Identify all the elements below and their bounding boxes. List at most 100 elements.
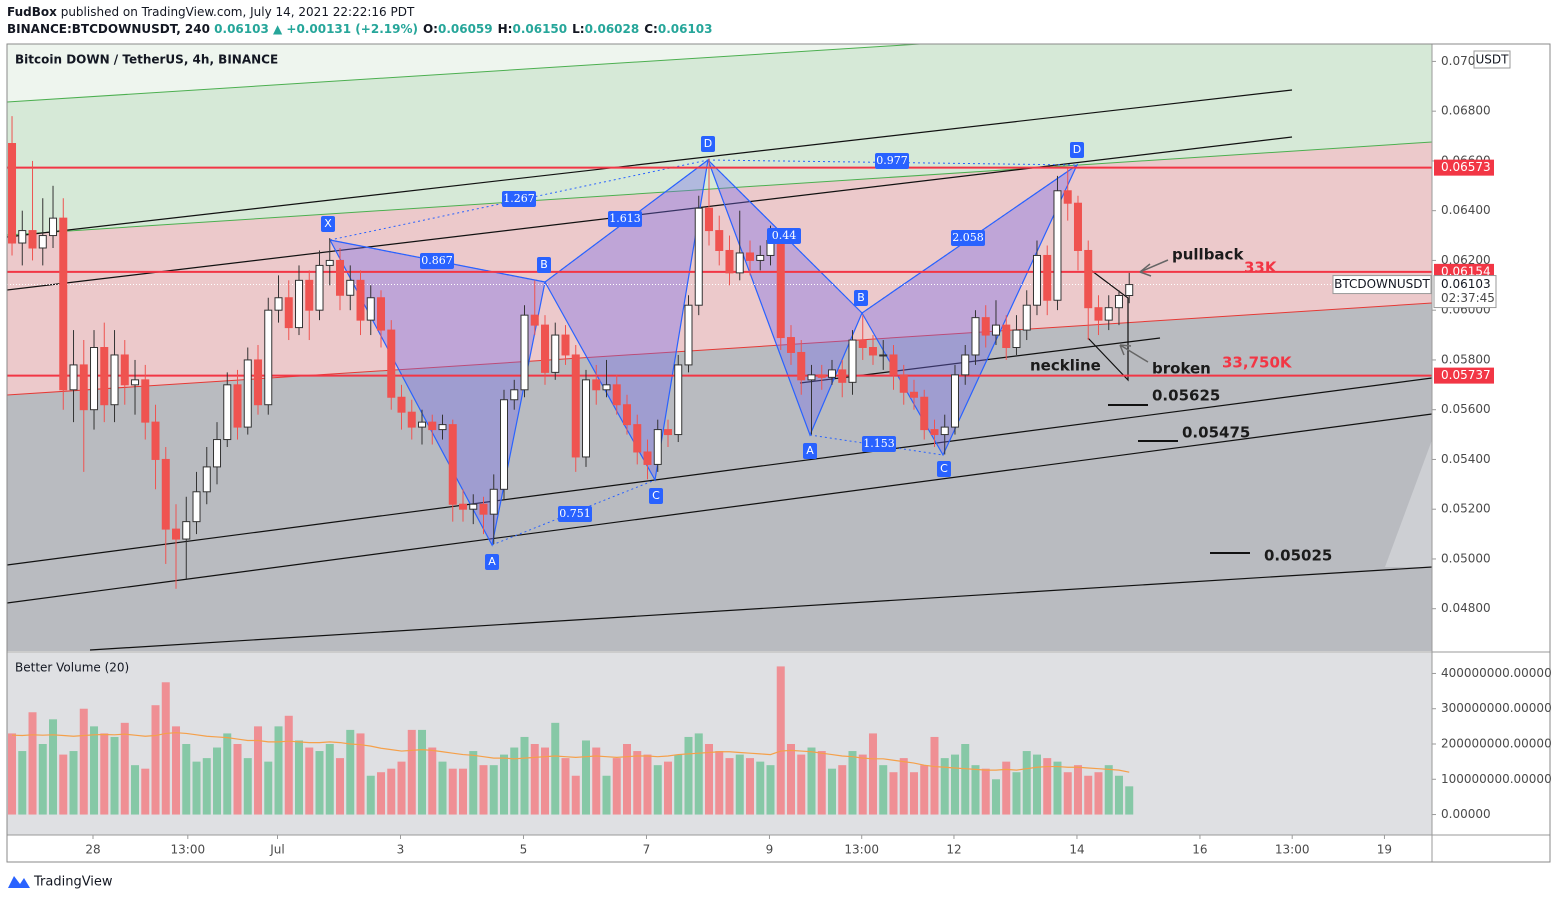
candle-body — [264, 309, 273, 406]
volume-bar — [643, 754, 652, 815]
volume-bar — [28, 712, 37, 815]
volume-bar — [827, 768, 836, 815]
arrows — [1119, 259, 1169, 363]
candle-body — [141, 379, 150, 423]
point-box — [537, 257, 551, 273]
volume-bar — [950, 754, 959, 815]
candle-body — [674, 364, 683, 436]
candle-body — [981, 317, 990, 336]
candle-body — [530, 314, 539, 326]
annotation: neckline — [1030, 357, 1101, 375]
point-label: C — [940, 462, 948, 475]
candle-body — [909, 391, 918, 398]
point-box — [854, 290, 868, 306]
candle-body — [694, 207, 703, 306]
candle-body — [202, 466, 211, 493]
annotation: pullback — [1172, 246, 1244, 264]
volume-bar — [161, 682, 170, 815]
volume-bar — [418, 729, 427, 815]
level-label: 0.05737 — [1441, 368, 1491, 382]
field-key: L: — [572, 22, 584, 36]
candle-body — [950, 374, 959, 428]
candle-body — [192, 491, 201, 523]
candle-body — [500, 399, 509, 490]
volume-bar — [530, 744, 539, 815]
candle-body — [520, 314, 529, 391]
candle-body — [827, 369, 836, 378]
volume-bar — [786, 744, 795, 815]
volume-bar — [325, 744, 334, 815]
candle-body — [858, 339, 867, 349]
candle-body — [735, 252, 744, 274]
volume-bar — [725, 758, 734, 815]
annotation: 0.05625 — [1152, 387, 1220, 405]
chart-title: Bitcoin DOWN / TetherUS, 4h, BINANCE — [15, 53, 278, 67]
x-tick-label: 16 — [1192, 843, 1207, 857]
candle-body — [633, 424, 642, 453]
volume-ma — [12, 732, 1130, 773]
volume-bar — [551, 722, 560, 815]
volume-bar — [59, 754, 68, 815]
x-tick-label: 13:00 — [1275, 843, 1310, 857]
candle-body — [90, 347, 99, 411]
annotation: 33K — [1244, 259, 1278, 277]
candle-body — [100, 347, 109, 406]
volume-bar — [602, 775, 611, 815]
volume-bar — [694, 733, 703, 815]
volume-bar — [909, 772, 918, 815]
candle-body — [387, 329, 396, 398]
volume-bar — [172, 726, 181, 815]
candle-body — [1125, 284, 1134, 297]
annotation: broken — [1152, 360, 1211, 378]
volume-bar — [899, 758, 908, 815]
candle-body — [776, 240, 785, 339]
y-tick-label: 0.05800 — [1441, 352, 1491, 366]
countdown: 02:37:45 — [1441, 291, 1495, 305]
candle-body — [1114, 295, 1123, 309]
candle-body — [182, 521, 191, 540]
candle-body — [18, 230, 27, 244]
volume-bar — [151, 705, 160, 815]
point-label: D — [1073, 143, 1081, 156]
ratio-label: 0.751 — [559, 507, 591, 520]
volume-bar — [100, 733, 109, 815]
footer: TradingView — [33, 875, 113, 890]
volume-bar — [817, 751, 826, 815]
candle-body — [295, 279, 304, 329]
candle-body — [438, 424, 447, 431]
volume-bar — [315, 751, 324, 815]
level-label: 0.06154 — [1441, 264, 1491, 278]
volume-bar — [438, 761, 447, 815]
volume-bar — [397, 761, 406, 815]
volume-bar — [571, 775, 580, 815]
candle-body — [592, 379, 601, 391]
volume-bar — [510, 747, 519, 815]
volume-bar — [305, 747, 314, 815]
green-line — [7, 44, 921, 103]
y-tick-label: 0.06800 — [1441, 104, 1491, 118]
volume-bar — [735, 754, 744, 815]
y-tick-label: 0.04800 — [1441, 601, 1491, 615]
volume-bar — [69, 751, 78, 815]
volume-bar — [1125, 786, 1134, 815]
logo: TradingView — [8, 875, 113, 890]
volume-bar — [469, 751, 478, 815]
point-label: B — [857, 291, 865, 304]
trend-line — [7, 377, 1432, 566]
volume-bar — [79, 708, 88, 815]
annotation: 0.05025 — [1264, 547, 1332, 565]
candle-body — [469, 503, 478, 510]
volume-bar — [920, 765, 929, 815]
candle-body — [120, 354, 129, 386]
y-tick-label: 100000000.00000 — [1441, 772, 1552, 786]
candle-body — [38, 235, 47, 249]
axes: 0.04800 0.05000 0.05200 0.05400 0.05600 0.058… — [85, 54, 1551, 857]
volume-bar — [274, 726, 283, 815]
volume-bar — [961, 744, 970, 815]
point-box — [321, 216, 335, 232]
candle-body — [213, 439, 222, 468]
zone — [1385, 440, 1432, 567]
volume-bar — [489, 765, 498, 815]
volume-bar — [1043, 758, 1052, 815]
volume-bar — [213, 747, 222, 815]
